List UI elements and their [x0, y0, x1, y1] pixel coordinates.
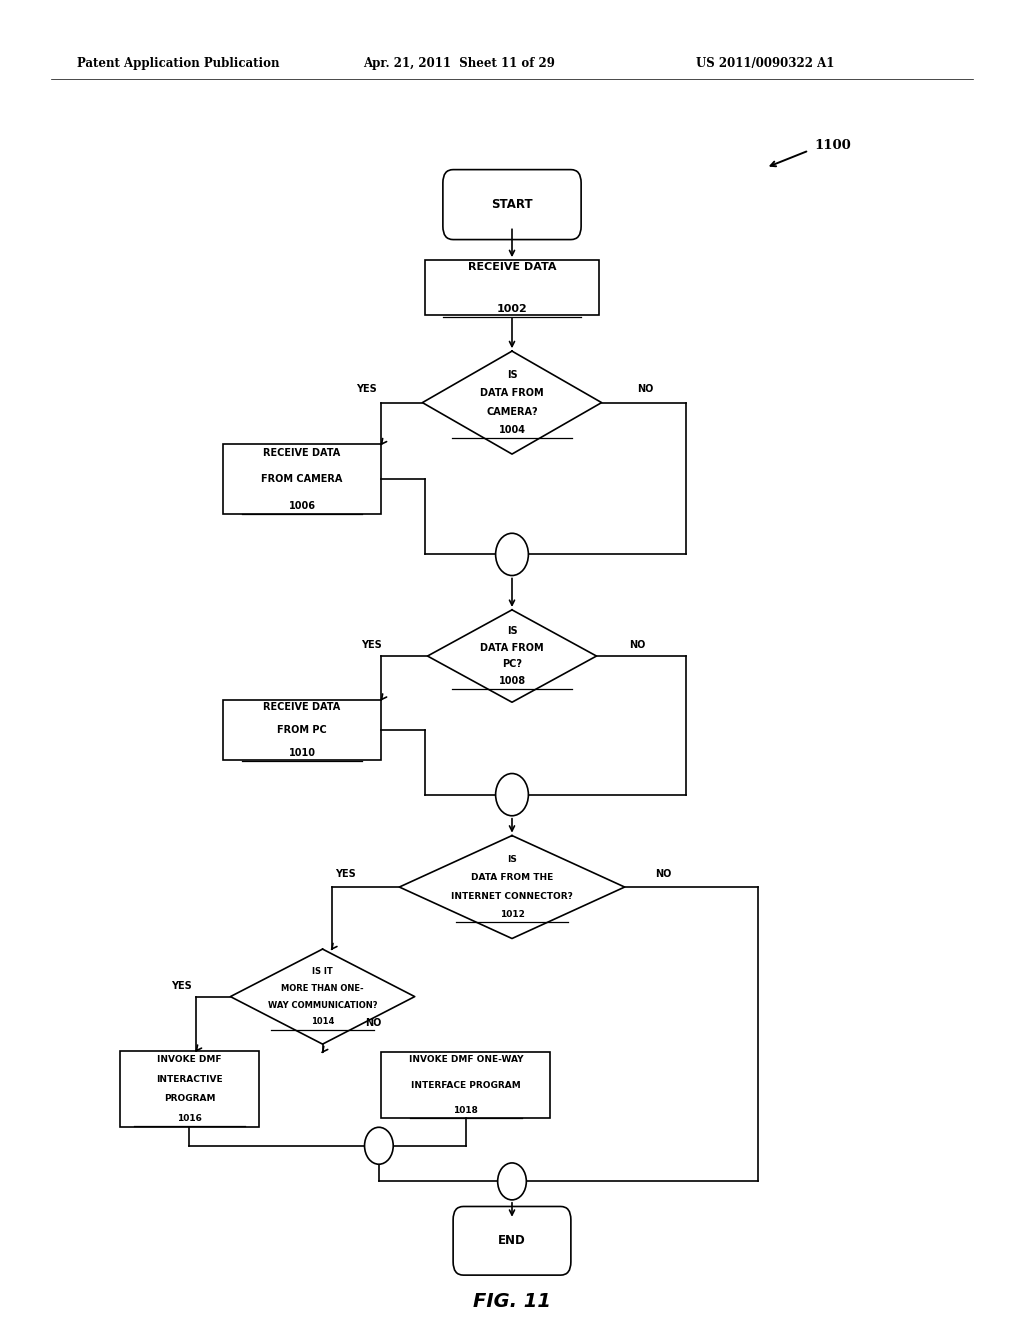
Text: NO: NO [366, 1018, 381, 1028]
Text: INVOKE DMF: INVOKE DMF [158, 1056, 221, 1064]
Text: 1018: 1018 [454, 1106, 478, 1114]
Text: YES: YES [355, 384, 377, 395]
Text: INTERNET CONNECTOR?: INTERNET CONNECTOR? [451, 892, 573, 900]
Text: IS: IS [507, 855, 517, 865]
Text: MORE THAN ONE-: MORE THAN ONE- [282, 983, 364, 993]
Text: 1014: 1014 [311, 1018, 334, 1027]
Text: END: END [498, 1234, 526, 1247]
Circle shape [498, 1163, 526, 1200]
Text: FIG. 11: FIG. 11 [473, 1292, 551, 1311]
Text: INTERACTIVE: INTERACTIVE [156, 1074, 223, 1084]
Text: 1016: 1016 [177, 1114, 202, 1122]
Text: INTERFACE PROGRAM: INTERFACE PROGRAM [411, 1081, 521, 1089]
Text: IS: IS [507, 627, 517, 636]
Polygon shape [399, 836, 625, 939]
Text: 1004: 1004 [499, 425, 525, 436]
Text: DATA FROM: DATA FROM [480, 643, 544, 653]
FancyBboxPatch shape [453, 1206, 571, 1275]
Text: 1010: 1010 [289, 748, 315, 758]
Text: Apr. 21, 2011  Sheet 11 of 29: Apr. 21, 2011 Sheet 11 of 29 [364, 57, 555, 70]
Text: IS IT: IS IT [312, 966, 333, 975]
Text: FROM CAMERA: FROM CAMERA [261, 474, 343, 484]
Circle shape [496, 533, 528, 576]
Text: Patent Application Publication: Patent Application Publication [77, 57, 280, 70]
Text: 1002: 1002 [497, 304, 527, 314]
Text: 1100: 1100 [814, 139, 851, 152]
Bar [222, 444, 381, 513]
Polygon shape [422, 351, 602, 454]
Text: 1008: 1008 [499, 676, 525, 685]
Text: WAY COMMUNICATION?: WAY COMMUNICATION? [268, 1001, 377, 1010]
Text: NO: NO [655, 869, 672, 879]
Text: YES: YES [335, 869, 355, 879]
Polygon shape [428, 610, 596, 702]
Text: RECEIVE DATA: RECEIVE DATA [263, 702, 341, 711]
Bar [425, 260, 599, 315]
Text: PC?: PC? [502, 659, 522, 669]
Text: INVOKE DMF ONE-WAY: INVOKE DMF ONE-WAY [409, 1056, 523, 1064]
Circle shape [496, 774, 528, 816]
Text: NO: NO [638, 384, 653, 395]
Polygon shape [230, 949, 415, 1044]
Text: 1006: 1006 [289, 500, 315, 511]
Bar [121, 1051, 258, 1127]
Text: US 2011/0090322 A1: US 2011/0090322 A1 [696, 57, 835, 70]
Text: START: START [492, 198, 532, 211]
Text: NO: NO [630, 640, 645, 651]
Text: 1012: 1012 [500, 909, 524, 919]
Text: DATA FROM THE: DATA FROM THE [471, 874, 553, 882]
Bar [222, 700, 381, 760]
Bar [381, 1052, 551, 1118]
Text: RECEIVE DATA: RECEIVE DATA [263, 447, 341, 458]
Text: IS: IS [507, 370, 517, 380]
Text: DATA FROM: DATA FROM [480, 388, 544, 399]
Circle shape [365, 1127, 393, 1164]
Text: YES: YES [360, 640, 382, 651]
FancyBboxPatch shape [442, 169, 582, 240]
Text: FROM PC: FROM PC [278, 725, 327, 735]
Text: PROGRAM: PROGRAM [164, 1094, 215, 1104]
Text: YES: YES [171, 981, 191, 991]
Text: RECEIVE DATA: RECEIVE DATA [468, 261, 556, 272]
Text: CAMERA?: CAMERA? [486, 407, 538, 417]
